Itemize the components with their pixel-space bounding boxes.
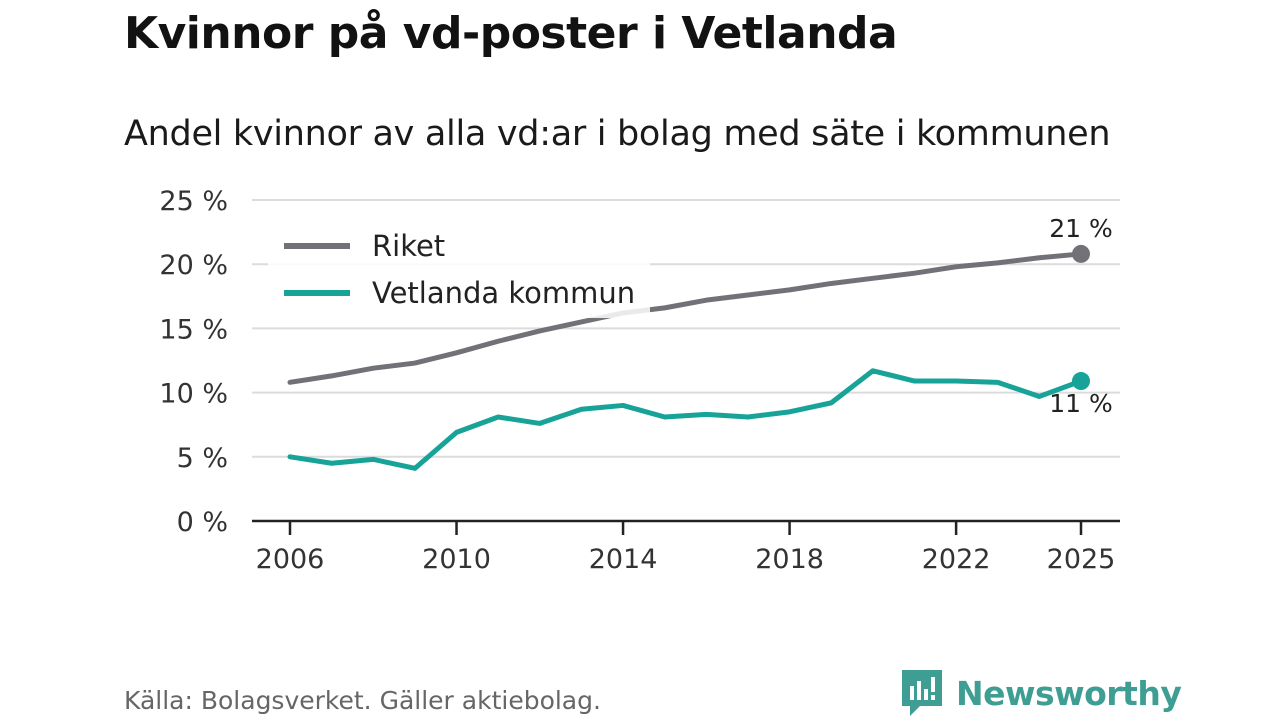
y-tick-label: 20 % — [159, 250, 228, 281]
chart-subtitle: Andel kvinnor av alla vd:ar i bolag med … — [124, 114, 1111, 154]
newsworthy-logo-icon — [902, 670, 942, 716]
y-tick-label: 0 % — [177, 507, 228, 538]
end-point-1 — [1072, 372, 1090, 391]
end-label-1: 11 % — [1049, 389, 1113, 418]
x-tick-label: 2025 — [1047, 544, 1116, 575]
series-line-1 — [287, 368, 1084, 471]
y-tick-label: 5 % — [177, 443, 228, 474]
y-tick-label: 15 % — [159, 314, 228, 345]
source-note: Källa: Bolagsverket. Gäller aktiebolag. — [124, 686, 601, 715]
x-tick-label: 2010 — [422, 544, 491, 575]
newsworthy-wordmark: Newsworthy — [956, 673, 1182, 713]
chart-title: Kvinnor på vd-poster i Vetlanda — [124, 8, 898, 59]
x-tick-label: 2022 — [922, 544, 991, 575]
legend-background — [268, 222, 650, 318]
legend-label-0: Riket — [372, 229, 445, 263]
legend: Riket Vetlanda kommun — [268, 222, 650, 318]
series-line-0 — [287, 251, 1084, 385]
y-tick-label: 10 % — [159, 379, 228, 410]
end-label-0: 21 % — [1049, 214, 1113, 243]
x-tick-label: 2006 — [256, 544, 325, 575]
axes: 0 % 5 % 10 % 15 % 20 % 25 % 2006 2010 2014 2018 20… — [159, 186, 1120, 575]
end-point-0 — [1072, 244, 1090, 263]
series-lines — [287, 251, 1084, 471]
x-tick-label: 2014 — [589, 544, 658, 575]
x-tick-label: 2018 — [755, 544, 824, 575]
y-tick-label: 25 % — [159, 186, 228, 217]
end-markers: 21 % 11 % — [1049, 214, 1113, 418]
newsworthy-logo[interactable]: Newsworthy — [902, 670, 1182, 716]
legend-label-1: Vetlanda kommun — [372, 276, 635, 310]
